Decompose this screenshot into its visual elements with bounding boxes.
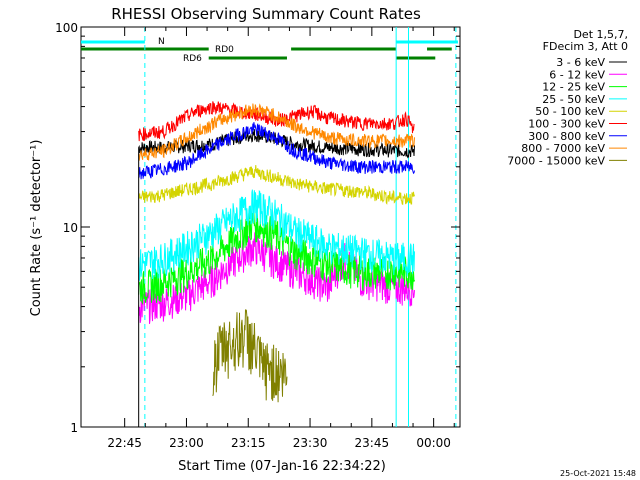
legend-entry-label: 3 - 6 keV (556, 56, 605, 69)
legend-entry-label: 6 - 12 keV (549, 68, 605, 81)
legend-entry-label: 300 - 800 keV (528, 130, 605, 143)
series-line-2 (138, 208, 415, 306)
legend-entry-label: 50 - 100 keV (535, 105, 605, 118)
y-tick-label: 10 (63, 221, 78, 235)
x-tick-label: 23:00 (169, 436, 204, 450)
legend-entry-label: 7000 - 15000 keV (507, 154, 605, 167)
series-line-6 (138, 122, 415, 180)
x-tick-label: 23:45 (355, 436, 390, 450)
y-tick-label: 100 (55, 21, 78, 35)
legend-entry-label: 100 - 300 keV (528, 118, 605, 131)
timestamp: 25-Oct-2021 15:48 (560, 469, 636, 478)
y-axis-label: Count Rate (s⁻¹ detector⁻¹) (29, 140, 44, 317)
series-line-8 (212, 309, 288, 403)
flag-label-n: N (158, 37, 165, 47)
series-line-4 (138, 165, 415, 206)
chart-title: RHESSI Observing Summary Count Rates (111, 5, 421, 23)
x-tick-label: 00:00 (416, 436, 451, 450)
x-tick-label: 23:30 (293, 436, 328, 450)
y-tick-label: 1 (70, 421, 78, 435)
series-line-7 (138, 103, 415, 161)
legend-entry-label: 800 - 7000 keV (521, 142, 605, 155)
x-tick-label: 23:15 (231, 436, 266, 450)
legend-header: Det 1,5,7, (573, 28, 628, 41)
x-axis-label: Start Time (07-Jan-16 22:34:22) (178, 459, 386, 474)
legend-entry-label: 25 - 50 keV (542, 93, 605, 106)
flag-label-rd6: RD6 (183, 54, 202, 64)
x-tick-label: 22:45 (107, 436, 142, 450)
legend-entry-label: 12 - 25 keV (542, 81, 605, 94)
flag-label-rd0: RD0 (215, 45, 234, 55)
series-line-3 (138, 189, 415, 282)
legend-header: FDecim 3, Att 0 (543, 40, 628, 53)
